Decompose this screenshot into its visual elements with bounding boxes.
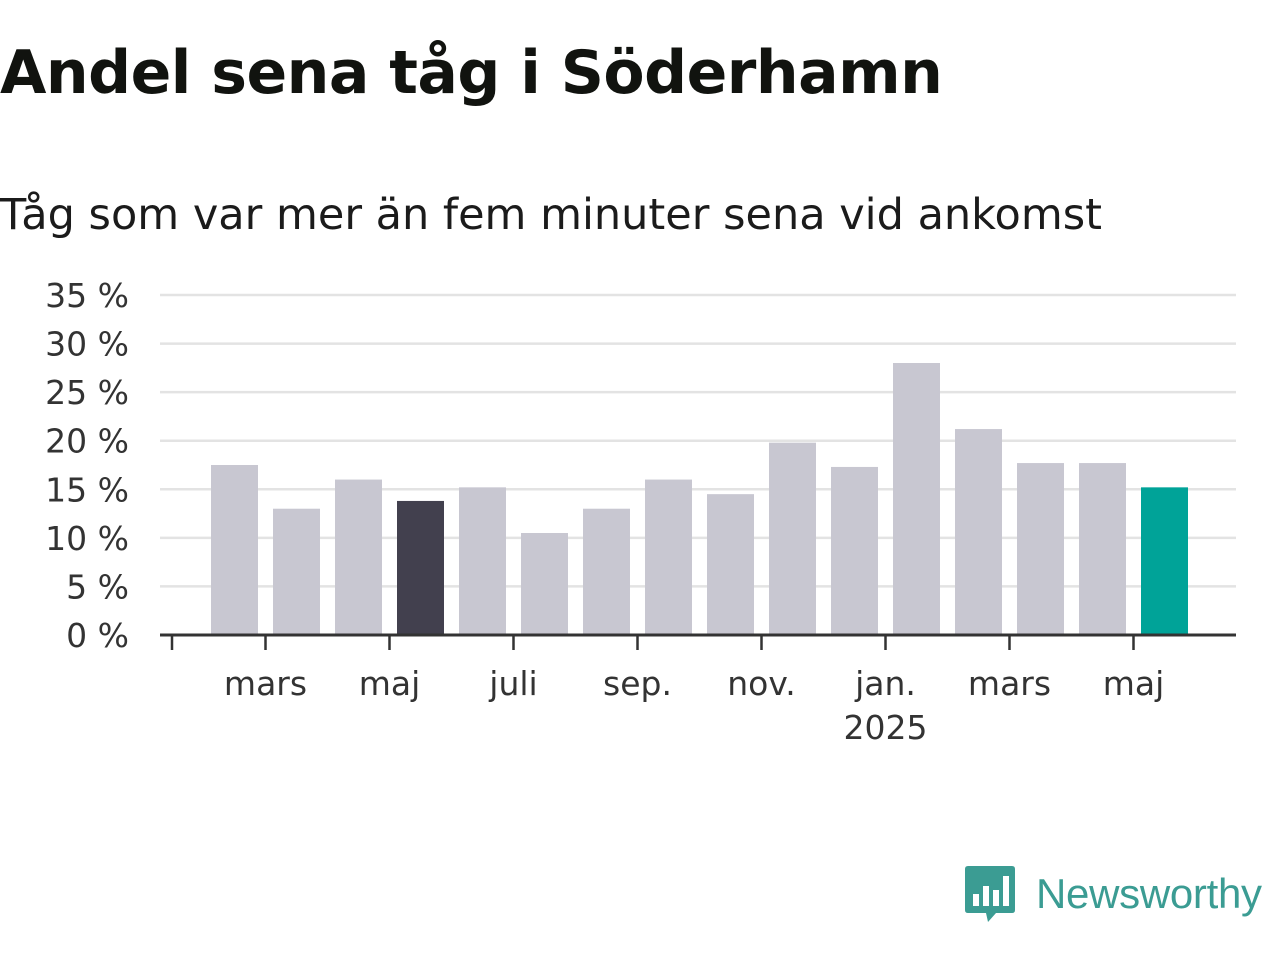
x-axis: mars maj juli sep. nov. jan. 2025 mars maj [160,633,1236,747]
bar [645,479,692,635]
bar [273,508,320,635]
bar [1141,487,1188,635]
x-tick-label: jan. [854,664,916,703]
chart-title: Andel sena tåg i Söderhamn [0,38,943,108]
x-tick-label: juli [488,664,537,703]
bar [583,508,630,635]
x-tick-label: nov. [727,664,796,703]
bar [1079,463,1126,635]
bar [893,363,940,635]
bar [335,479,382,635]
bars [211,363,1188,635]
bar [955,429,1002,635]
chart-subtitle: Tåg som var mer än fem minuter sena vid … [0,190,1103,240]
bar [707,494,754,635]
logo-text: Newsworthy [1036,870,1262,917]
y-tick-label: 15 % [45,470,129,509]
x-tick-label: maj [359,664,421,703]
x-tick-sublabel: 2025 [844,708,928,747]
x-tick-label: sep. [603,664,672,703]
x-tick-label: maj [1103,664,1165,703]
x-tick-label: mars [968,664,1051,703]
bar-chart: 0 % 5 % 10 % 15 % 20 % 25 % 30 % 35 % mars maj ju… [45,276,1236,747]
newsworthy-chart-badge-icon [965,866,1015,922]
y-tick-label: 0 % [66,616,129,655]
y-tick-label: 35 % [45,276,129,315]
y-tick-label: 5 % [66,567,129,606]
bar [769,442,816,635]
bar [1017,463,1064,635]
y-tick-label: 10 % [45,519,129,558]
bar [521,533,568,635]
y-tick-label: 30 % [45,325,129,364]
bar [397,500,444,635]
grid-lines [160,293,1236,588]
y-axis: 0 % 5 % 10 % 15 % 20 % 25 % 30 % 35 % [45,276,129,655]
bar [831,466,878,635]
bar [211,465,258,635]
bar [459,487,506,635]
x-tick-label: mars [224,664,307,703]
y-tick-label: 25 % [45,373,129,412]
y-tick-label: 20 % [45,422,129,461]
newsworthy-logo: Newsworthy [964,864,1262,924]
